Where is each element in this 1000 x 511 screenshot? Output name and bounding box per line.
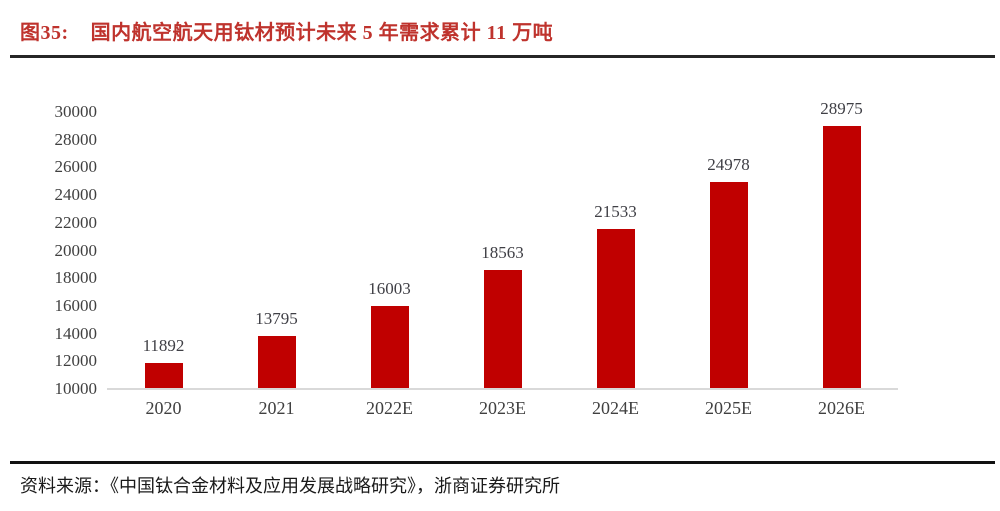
value-label-2020: 11892 (142, 335, 185, 355)
value-label-2022E: 16003 (368, 278, 411, 298)
figure-number: 图35: (20, 22, 69, 44)
y-tick-label: 28000 (54, 129, 98, 149)
bar-2024E (596, 229, 635, 389)
bar-2025E (709, 181, 748, 389)
footer-divider (10, 461, 995, 464)
x-tick-label-2022E: 2022E (366, 398, 413, 418)
bar-2021 (257, 336, 296, 389)
y-tick-label: 16000 (54, 295, 98, 315)
y-tick-label: 14000 (54, 323, 98, 343)
x-axis: 2020 2021 2022E 2023E 2024E 2025E 2026E (107, 398, 898, 419)
bar-2020 (144, 362, 183, 389)
y-tick-label: 12000 (54, 351, 98, 371)
source-note: 资料来源：《中国钛合金材料及应用发展战略研究》，浙商证券研究所 (20, 476, 560, 496)
title-divider (10, 55, 995, 58)
bar-group-2023E: 18563 (446, 112, 559, 389)
bar-group-2025E: 24978 (672, 112, 785, 389)
y-tick-label: 26000 (54, 157, 98, 177)
y-tick-label: 18000 (54, 268, 98, 288)
figure-title: 图35: 国内航空航天用钛材预计未来 5 年需求累计 11 万吨 (20, 16, 553, 45)
value-label-2025E: 24978 (707, 154, 750, 174)
bar-chart: 30000 28000 26000 24000 22000 20000 18000 16000… (54, 99, 898, 419)
x-tick-label-2024E: 2024E (592, 398, 639, 418)
x-tick-label-2020: 2020 (145, 398, 182, 418)
bar-2023E (483, 270, 522, 389)
y-tick-label: 30000 (54, 102, 98, 121)
x-tick-label-2023E: 2023E (479, 398, 526, 418)
y-tick-label: 20000 (54, 240, 98, 260)
bar-group-2026E: 28975 (785, 99, 898, 389)
x-tick-label-2026E: 2026E (818, 398, 865, 418)
x-tick-label-2025E: 2025E (705, 398, 752, 418)
y-tick-label: 10000 (54, 379, 98, 398)
value-label-2024E: 21533 (594, 202, 637, 222)
bar-2022E (370, 305, 409, 389)
plot-area: 11892 13795 16003 18563 21533 24978 28975 (107, 99, 898, 389)
figure-title-text: 国内航空航天用钛材预计未来 5 年需求累计 11 万吨 (90, 22, 554, 44)
bar-group-2020: 11892 (107, 112, 220, 389)
value-label-2023E: 18563 (481, 243, 524, 263)
bar-2026E (822, 126, 861, 389)
y-tick-label: 24000 (54, 185, 98, 205)
bar-group-2022E: 16003 (333, 112, 446, 389)
bar-group-2021: 13795 (220, 112, 333, 389)
x-tick-label-2021: 2021 (258, 398, 295, 418)
y-tick-label: 22000 (54, 212, 98, 232)
bar-group-2024E: 21533 (559, 112, 672, 389)
value-label-2026E: 28975 (820, 99, 863, 119)
x-axis-line (107, 388, 898, 390)
value-label-2021: 13795 (255, 309, 298, 329)
